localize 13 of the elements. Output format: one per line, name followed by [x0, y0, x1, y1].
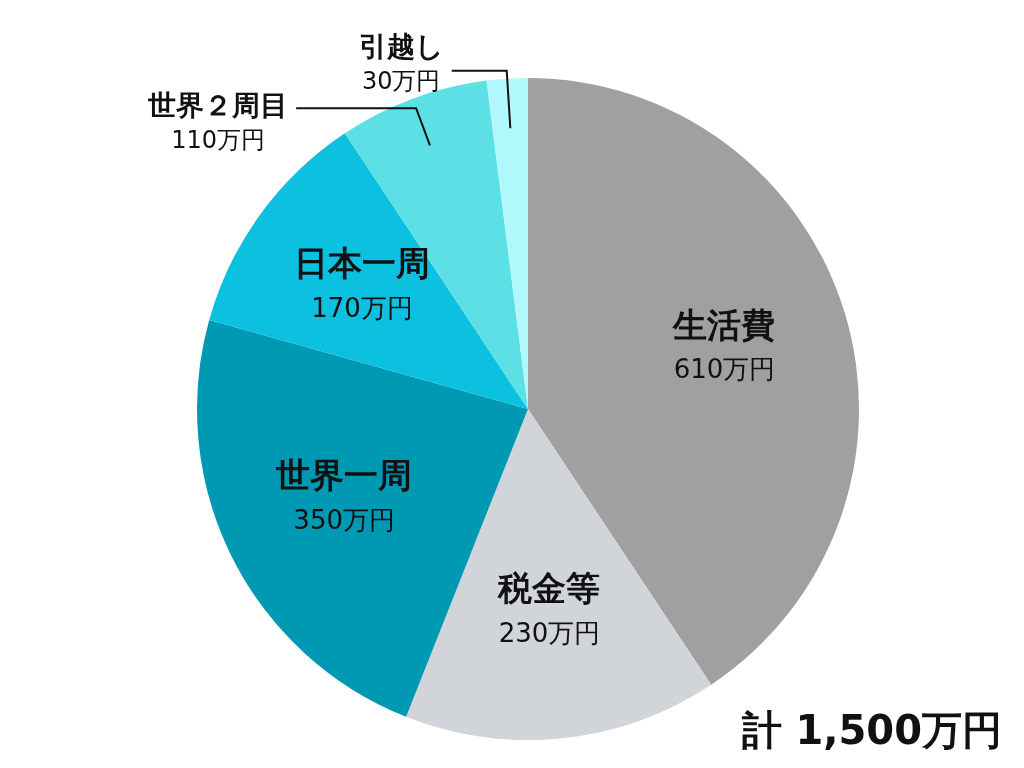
slice-label: 世界一周	[275, 455, 413, 496]
slice-label: 生活費	[672, 304, 776, 345]
slice-label: 世界２周目	[147, 89, 289, 123]
slice-label: 日本一周	[293, 243, 430, 284]
slice-label: 引越し	[358, 29, 444, 63]
data-label: 110万円	[171, 126, 266, 155]
data-label: 610万円	[673, 354, 776, 385]
data-label: 30万円	[361, 66, 441, 95]
data-label: 170万円	[311, 293, 413, 324]
slice-label: 税金等	[497, 567, 601, 608]
data-label: 230万円	[498, 617, 601, 648]
data-label: 350万円	[293, 505, 395, 535]
text: 計 1,500万円	[740, 707, 1002, 754]
